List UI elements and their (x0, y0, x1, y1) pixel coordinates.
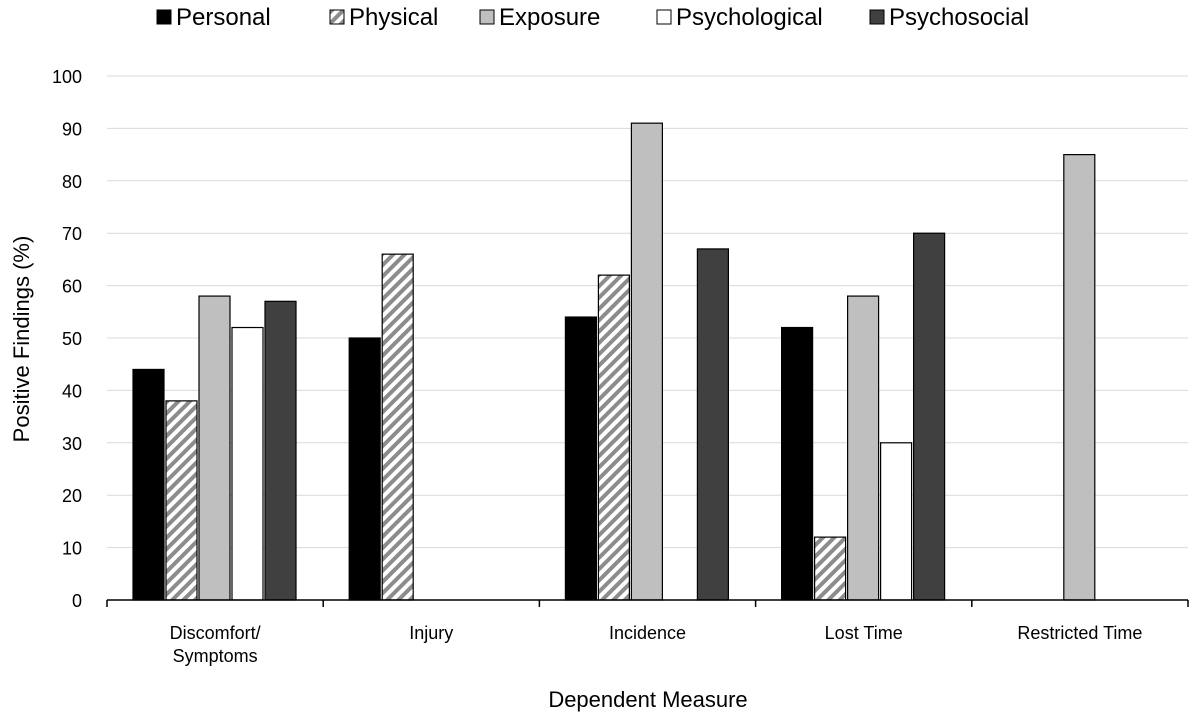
x-tick-label: Injury (409, 623, 453, 643)
x-tick-label: Lost Time (825, 623, 903, 643)
bar-personal-injury (348, 337, 381, 601)
y-tick-label: 40 (62, 381, 82, 401)
bar-physical-injury (381, 253, 414, 601)
bar-psychosocial-incidence (696, 248, 730, 601)
bar-personal-discomfort-symptoms (132, 368, 165, 601)
axes: 0 10 20 30 40 50 60 70 80 90 100 Discomfort/Symptom… (52, 67, 1189, 666)
bar-personal-incidence (564, 316, 598, 601)
y-tick-label: 70 (62, 224, 82, 244)
legend-swatch (479, 9, 495, 25)
legend-item-exposure: Exposure (479, 4, 600, 31)
legend-item-physical: Physical (329, 4, 438, 31)
x-tick-label: Incidence (609, 623, 686, 643)
legend-swatch (156, 9, 172, 25)
x-tick-label: Restricted Time (1017, 623, 1142, 643)
bar-psychosocial-lost-time (912, 232, 946, 601)
legend-swatch (656, 9, 672, 25)
legend-label: Physical (349, 4, 438, 31)
legend-item-psychosocial: Psychosocial (869, 4, 1029, 31)
bars (132, 122, 1096, 601)
bar-psychological-lost-time (879, 442, 913, 601)
bar-exposure-incidence (630, 122, 664, 601)
y-tick-label: 100 (52, 67, 82, 87)
x-tick-label: Discomfort/Symptoms (170, 623, 261, 666)
legend-swatch (329, 9, 345, 25)
bar-exposure-discomfort-symptoms (198, 295, 231, 601)
legend-item-psychological: Psychological (656, 4, 823, 31)
y-tick-label: 60 (62, 277, 82, 297)
bar-psychological-discomfort-symptoms (231, 326, 264, 601)
legend: Personal Physical Exposure Psychological Psy… (156, 4, 1029, 31)
legend-item-personal: Personal (156, 4, 271, 31)
y-axis-title: Positive Findings (%) (9, 236, 34, 443)
y-tick-label: 0 (72, 591, 82, 611)
bar-exposure-restricted-time (1063, 154, 1096, 601)
legend-label: Personal (176, 4, 271, 31)
y-tick-label: 20 (62, 486, 82, 506)
y-tick-label: 10 (62, 539, 82, 559)
y-tick-label: 30 (62, 434, 82, 454)
bar-physical-lost-time (813, 536, 847, 601)
bar-physical-discomfort-symptoms (165, 400, 198, 601)
bar-personal-lost-time (780, 326, 814, 601)
bar-psychosocial-discomfort-symptoms (264, 300, 297, 601)
y-tick-label: 90 (62, 119, 82, 139)
legend-swatch (869, 9, 885, 25)
legend-label: Psychological (676, 4, 823, 31)
bar-exposure-lost-time (846, 295, 880, 601)
bar-physical-incidence (597, 274, 631, 601)
y-tick-label: 50 (62, 329, 82, 349)
legend-label: Exposure (499, 4, 600, 31)
x-axis-title: Dependent Measure (548, 687, 747, 712)
legend-label: Psychosocial (889, 4, 1029, 31)
y-tick-label: 80 (62, 172, 82, 192)
